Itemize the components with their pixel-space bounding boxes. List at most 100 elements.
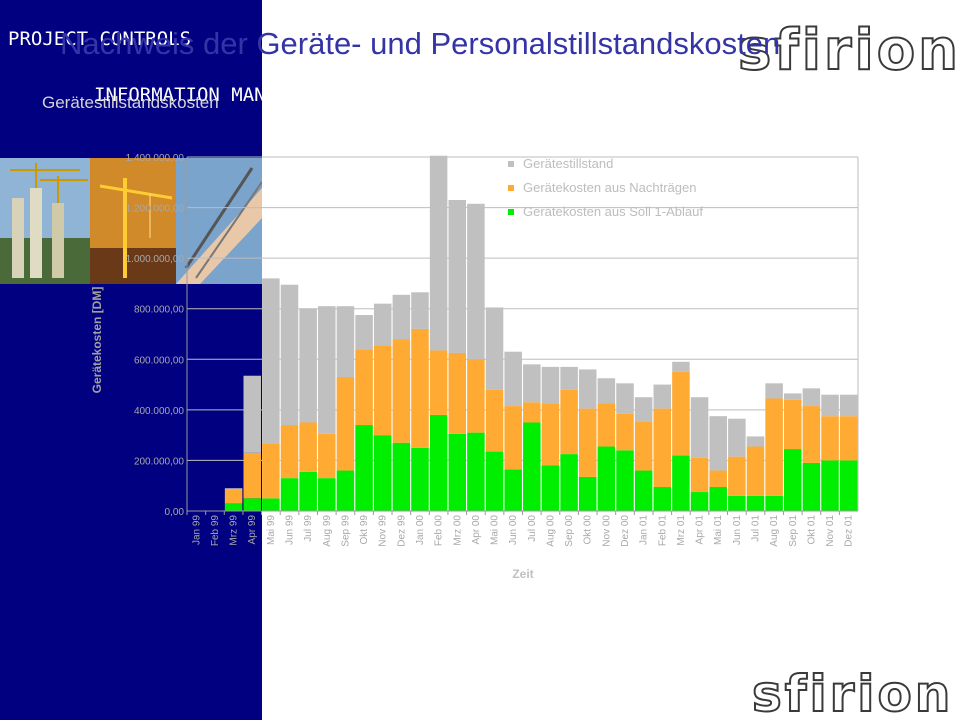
legend-swatch (508, 209, 514, 215)
y-tick-label: 1.000.000,00 (126, 254, 185, 265)
photo-crane-arm (176, 158, 262, 284)
x-tick-label: Dez 00 (620, 515, 631, 547)
bar-segment (411, 292, 429, 329)
bar-segment (485, 307, 504, 390)
bar-segment (560, 366, 578, 390)
y-tick-label: 0,00 (165, 507, 185, 518)
bar-segment (373, 345, 392, 436)
y-tick-label: 1.400.000,00 (126, 153, 185, 164)
x-tick-label: Jun 01 (732, 515, 743, 545)
x-tick-label: Mai 00 (490, 515, 501, 545)
x-tick-label: Nov 00 (601, 515, 612, 547)
bar-segment (728, 495, 746, 511)
bar-segment (746, 495, 765, 511)
x-tick-label: Jan 01 (639, 515, 650, 545)
bar-segment (280, 284, 299, 426)
bar-segment (280, 425, 299, 479)
y-axis-label: Gerätekosten [DM] (90, 287, 104, 394)
x-tick-label: Okt 99 (359, 515, 370, 545)
bar-segment (523, 364, 541, 403)
bar-segment (467, 432, 485, 511)
x-tick-label: Jan 99 (191, 515, 202, 545)
bar-segment (616, 413, 634, 451)
bar-segment (243, 452, 261, 499)
bar-segment (411, 447, 429, 511)
bar-segment (672, 371, 690, 456)
legend-swatch (508, 161, 514, 167)
bar-segment (262, 498, 280, 511)
bar-segment (821, 416, 839, 461)
bar-segment (243, 375, 261, 453)
x-tick-label: Jul 01 (751, 515, 762, 542)
bar-segment (336, 376, 355, 471)
page-subtitle: Gerätestillstandskosten (42, 93, 219, 112)
bar-segment (709, 486, 727, 511)
x-tick-label: Dez 01 (844, 515, 855, 547)
photo-crane-towers (0, 158, 90, 284)
bar-segment (784, 449, 802, 511)
bar-segment (578, 408, 597, 477)
bar-segment (616, 450, 634, 511)
bar-segment (224, 503, 243, 511)
bar-segment (429, 414, 448, 511)
sfirion-logo-top: sfirion (737, 17, 960, 84)
bar-segment (765, 383, 783, 399)
x-tick-label: Jun 00 (508, 515, 519, 545)
bar-segment (746, 436, 765, 447)
bar-segment (709, 416, 727, 471)
bar-segment (597, 403, 616, 447)
bar-segment (299, 471, 317, 511)
x-tick-label: Jul 99 (303, 515, 314, 542)
bar-segment (262, 278, 280, 444)
bar-segment (765, 495, 783, 511)
sfirion-logo-bottom: sfirion (751, 664, 954, 724)
x-tick-label: Mrz 99 (229, 515, 240, 546)
bar-segment (429, 155, 448, 351)
bar-segment (634, 470, 653, 511)
x-tick-label: Aug 01 (769, 515, 780, 547)
sidebar-panel: PROJECT CONTROLS INFORMATION MANAGEMENT (0, 0, 346, 720)
x-tick-label: Nov 99 (378, 515, 389, 547)
bar-segment (765, 398, 783, 496)
bar-segment (523, 422, 541, 511)
bar-segment (672, 455, 690, 511)
bar-segment (485, 389, 504, 452)
x-tick-label: Jul 00 (527, 515, 538, 542)
bar-segment (597, 446, 616, 511)
bar-segment (653, 486, 672, 511)
x-tick-label: Sep 01 (788, 515, 799, 547)
bar-segment (467, 359, 485, 433)
bar-segment (690, 457, 709, 493)
x-tick-label: Apr 00 (471, 515, 482, 545)
y-tick-label: 800.000,00 (134, 305, 184, 316)
bar-segment (280, 478, 299, 511)
legend-swatch (508, 185, 514, 191)
y-tick-label: 600.000,00 (134, 355, 184, 366)
bar-segment (318, 478, 336, 511)
x-tick-label: Dez 99 (396, 515, 407, 547)
construction-photo-strip (0, 158, 262, 284)
bar-segment (821, 394, 839, 417)
legend-label: Gerätekosten aus Nachträgen (523, 180, 696, 195)
bar-segment (839, 394, 858, 417)
x-tick-label: Okt 00 (583, 515, 594, 545)
legend: Gerätestillstand Gerätekosten aus Nachträ… (508, 156, 703, 219)
bar-segment (429, 350, 448, 415)
x-tick-label: Mai 01 (713, 515, 724, 545)
bar-segment (616, 383, 634, 414)
axes: 0,00 200.000,00 400.000,00 600.000,00 800.00… (126, 153, 859, 547)
x-tick-label: Feb 01 (657, 515, 668, 547)
x-tick-label: Mrz 01 (676, 515, 687, 546)
bar-segment (504, 469, 522, 511)
bar-segment (243, 498, 261, 511)
bar-segment (485, 451, 504, 511)
bar-segment (728, 456, 746, 496)
bar-segment (224, 488, 243, 490)
bar-segment (336, 306, 355, 377)
bar-segment (392, 442, 411, 511)
bar-segment (784, 399, 802, 450)
x-tick-label: Jan 00 (415, 515, 426, 545)
x-tick-label: Apr 01 (695, 515, 706, 545)
bar-segment (541, 366, 560, 404)
bar-segment (653, 408, 672, 487)
